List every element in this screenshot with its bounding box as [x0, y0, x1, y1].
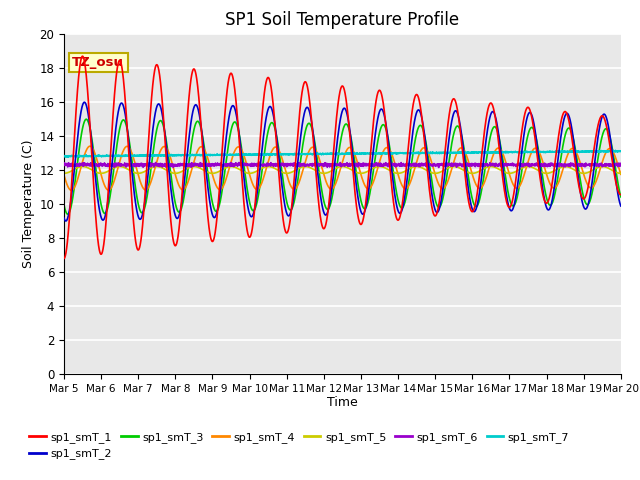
Line: sp1_smT_1: sp1_smT_1 [64, 56, 621, 259]
sp1_smT_7 [606, 148, 614, 154]
sp1_smT_4 [124, 144, 132, 149]
sp1_smT_1 [124, 133, 132, 139]
sp1_smT_3 [83, 116, 90, 122]
sp1_smT_2 [298, 123, 306, 129]
sp1_smT_4 [157, 147, 164, 153]
sp1_smT_6 [274, 163, 282, 169]
sp1_smT_3 [64, 211, 72, 217]
sp1_smT_5 [298, 164, 306, 170]
sp1_smT_6 [124, 163, 131, 168]
Title: SP1 Soil Temperature Profile: SP1 Soil Temperature Profile [225, 11, 460, 29]
sp1_smT_4 [617, 171, 625, 177]
sp1_smT_1 [606, 144, 614, 149]
sp1_smT_5 [124, 166, 132, 172]
sp1_smT_1 [298, 91, 306, 96]
sp1_smT_2 [81, 99, 88, 105]
sp1_smT_4 [298, 170, 306, 176]
sp1_smT_5 [79, 164, 86, 169]
Y-axis label: Soil Temperature (C): Soil Temperature (C) [22, 140, 35, 268]
sp1_smT_6 [298, 162, 306, 168]
sp1_smT_1 [157, 82, 164, 87]
sp1_smT_4 [274, 146, 282, 152]
sp1_smT_7 [274, 151, 282, 156]
sp1_smT_5 [157, 164, 164, 170]
sp1_smT_2 [547, 204, 554, 210]
sp1_smT_4 [68, 188, 76, 193]
sp1_smT_6 [60, 160, 68, 166]
sp1_smT_7 [157, 152, 164, 158]
Line: sp1_smT_5: sp1_smT_5 [64, 167, 621, 173]
sp1_smT_6 [256, 159, 264, 165]
sp1_smT_2 [62, 218, 70, 224]
sp1_smT_7 [609, 147, 617, 153]
sp1_smT_1 [274, 157, 282, 163]
sp1_smT_3 [274, 141, 282, 146]
Line: sp1_smT_7: sp1_smT_7 [64, 150, 621, 157]
sp1_smT_2 [157, 105, 164, 111]
sp1_smT_6 [547, 162, 554, 168]
Text: TZ_osu: TZ_osu [72, 56, 124, 69]
sp1_smT_5 [546, 170, 554, 176]
sp1_smT_7 [64, 155, 72, 160]
sp1_smT_6 [617, 162, 625, 168]
Line: sp1_smT_6: sp1_smT_6 [64, 162, 621, 168]
sp1_smT_3 [60, 202, 68, 208]
Line: sp1_smT_2: sp1_smT_2 [64, 102, 621, 221]
sp1_smT_7 [546, 149, 554, 155]
sp1_smT_3 [157, 118, 164, 123]
sp1_smT_3 [606, 135, 614, 141]
sp1_smT_2 [274, 145, 282, 151]
sp1_smT_1 [79, 53, 86, 59]
sp1_smT_6 [435, 165, 442, 170]
Legend: sp1_smT_1, sp1_smT_2, sp1_smT_3, sp1_smT_4, sp1_smT_5, sp1_smT_6, sp1_smT_7: sp1_smT_1, sp1_smT_2, sp1_smT_3, sp1_smT… [25, 428, 573, 464]
X-axis label: Time: Time [327, 396, 358, 408]
sp1_smT_6 [157, 162, 164, 168]
sp1_smT_2 [60, 215, 68, 221]
sp1_smT_7 [617, 148, 625, 154]
sp1_smT_4 [606, 146, 614, 152]
sp1_smT_5 [274, 167, 282, 173]
sp1_smT_3 [617, 194, 625, 200]
sp1_smT_3 [298, 147, 306, 153]
sp1_smT_1 [546, 192, 554, 198]
sp1_smT_7 [60, 153, 68, 158]
sp1_smT_3 [547, 203, 554, 208]
sp1_smT_4 [547, 181, 554, 187]
sp1_smT_5 [606, 166, 614, 172]
sp1_smT_2 [606, 134, 614, 140]
sp1_smT_6 [606, 161, 614, 167]
sp1_smT_7 [124, 153, 132, 159]
sp1_smT_5 [617, 170, 625, 176]
Line: sp1_smT_3: sp1_smT_3 [64, 119, 621, 214]
sp1_smT_1 [60, 256, 68, 262]
sp1_smT_2 [124, 131, 132, 136]
sp1_smT_4 [86, 144, 94, 149]
sp1_smT_5 [60, 170, 68, 176]
sp1_smT_1 [617, 192, 625, 197]
sp1_smT_4 [60, 172, 68, 178]
sp1_smT_3 [124, 130, 132, 135]
Line: sp1_smT_4: sp1_smT_4 [64, 146, 621, 191]
sp1_smT_7 [298, 151, 306, 156]
sp1_smT_2 [617, 203, 625, 209]
